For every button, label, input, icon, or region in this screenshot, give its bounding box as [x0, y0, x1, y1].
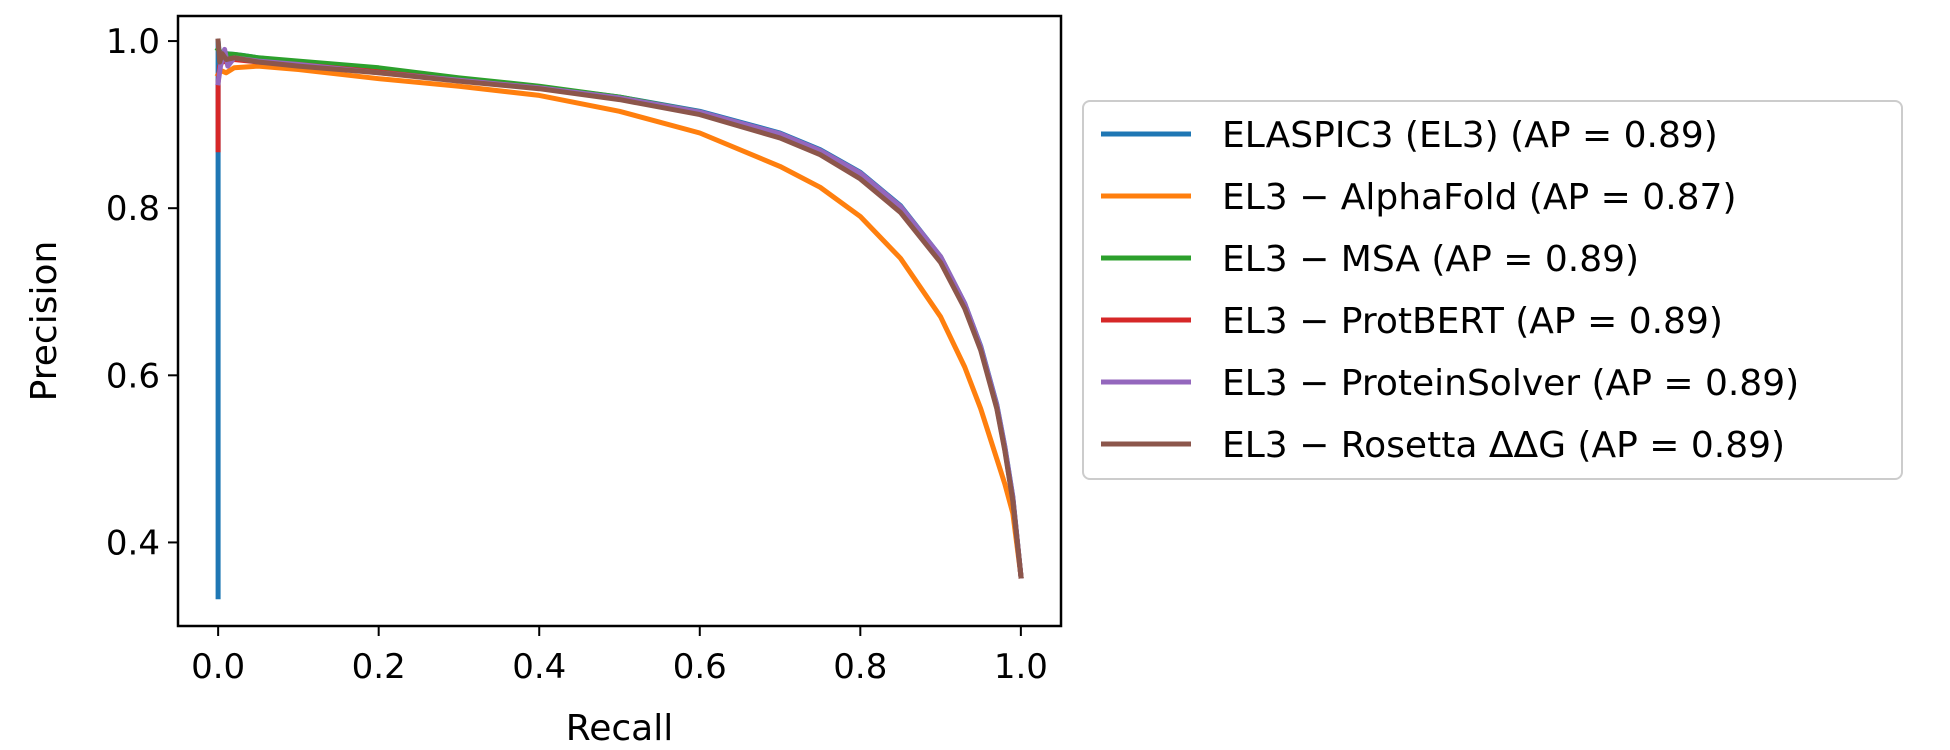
- series-line-3: [215, 57, 1024, 579]
- legend-entries: ELASPIC3 (EL3) (AP = 0.89) EL3 − AlphaFol…: [1101, 115, 1799, 466]
- x-tick-label: 1.0: [994, 647, 1048, 687]
- x-tick-label: 0.6: [673, 647, 727, 687]
- legend-label-1: EL3 − AlphaFold (AP = 0.87): [1222, 177, 1737, 218]
- series-line-0: [215, 38, 1024, 600]
- legend-label-3: EL3 − ProtBERT (AP = 0.89): [1222, 301, 1723, 342]
- y-axis-ticks: 0.4 0.6 0.8 1.0: [106, 22, 178, 563]
- plot-lines: [214, 38, 1024, 600]
- x-tick-label: 0.8: [833, 647, 887, 687]
- x-axis-label: Recall: [566, 708, 673, 749]
- x-tick-label: 0.4: [512, 647, 566, 687]
- legend-label-5: EL3 − Rosetta ΔΔG (AP = 0.89): [1222, 425, 1785, 466]
- legend: ELASPIC3 (EL3) (AP = 0.89) EL3 − AlphaFol…: [1082, 100, 1903, 480]
- series-line-5: [215, 38, 1024, 579]
- x-tick-label: 0.0: [191, 647, 245, 687]
- legend-label-2: EL3 − MSA (AP = 0.89): [1222, 239, 1639, 280]
- plot-frame: [176, 14, 1063, 628]
- y-tick-label: 0.4: [106, 523, 160, 563]
- y-tick-label: 1.0: [106, 22, 160, 62]
- y-tick-label: 0.6: [106, 356, 160, 396]
- x-axis-ticks: 0.0 0.2 0.4 0.6 0.8 1.0: [191, 626, 1048, 687]
- legend-label-0: ELASPIC3 (EL3) (AP = 0.89): [1222, 115, 1718, 156]
- legend-label-4: EL3 − ProteinSolver (AP = 0.89): [1222, 363, 1799, 404]
- y-axis-label: Precision: [24, 241, 65, 402]
- legend-box: [1082, 100, 1903, 480]
- series-line-1: [214, 63, 1024, 579]
- x-tick-label: 0.2: [352, 647, 406, 687]
- series-line-2: [214, 45, 1024, 579]
- series-line-4: [215, 46, 1024, 579]
- y-tick-label: 0.8: [106, 189, 160, 229]
